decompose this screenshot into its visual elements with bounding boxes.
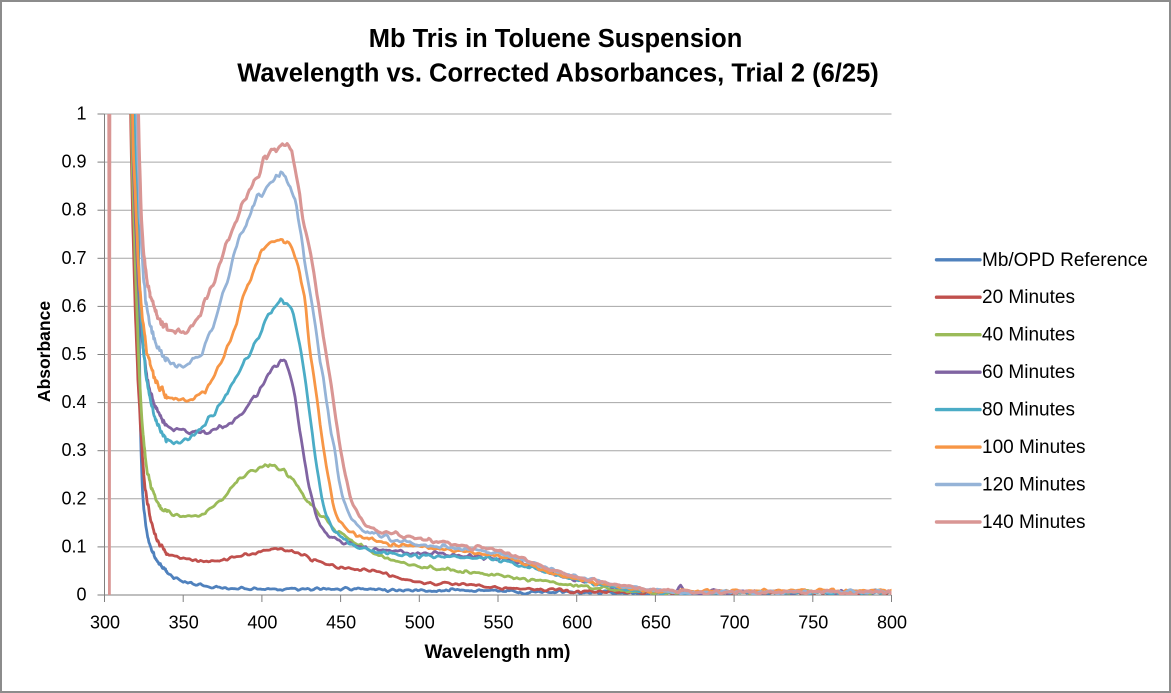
svg-text:Wavelength vs. Corrected Absor: Wavelength vs. Corrected Absorbances, Tr… [237,60,879,88]
svg-text:0.5: 0.5 [61,344,86,364]
svg-text:650: 650 [641,613,671,633]
svg-text:100 Minutes: 100 Minutes [982,437,1086,458]
svg-text:Mb/OPD Reference: Mb/OPD Reference [982,250,1148,271]
svg-text:400: 400 [247,613,277,633]
svg-text:450: 450 [326,613,356,633]
svg-text:140 Minutes: 140 Minutes [982,512,1086,533]
svg-text:20 Minutes: 20 Minutes [982,287,1075,308]
svg-text:60 Minutes: 60 Minutes [982,362,1075,383]
svg-text:0.6: 0.6 [61,296,86,316]
svg-text:0.8: 0.8 [61,200,86,220]
svg-text:Wavelength nm): Wavelength nm) [424,642,570,663]
svg-text:0.2: 0.2 [61,488,86,508]
svg-text:Absorbance: Absorbance [34,301,54,402]
svg-text:Mb Tris in Toluene Suspension: Mb Tris in Toluene Suspension [369,25,743,53]
svg-text:80 Minutes: 80 Minutes [982,400,1075,421]
svg-text:0: 0 [76,585,86,605]
svg-text:300: 300 [90,613,120,633]
svg-text:550: 550 [483,613,513,633]
svg-text:40 Minutes: 40 Minutes [982,325,1075,346]
svg-text:350: 350 [169,613,199,633]
svg-text:0.7: 0.7 [61,248,86,268]
svg-text:0.9: 0.9 [61,152,86,172]
svg-text:500: 500 [405,613,435,633]
svg-text:750: 750 [798,613,828,633]
svg-text:0.3: 0.3 [61,440,86,460]
svg-text:700: 700 [720,613,750,633]
svg-text:120 Minutes: 120 Minutes [982,475,1086,496]
svg-text:0.4: 0.4 [61,392,86,412]
svg-text:1: 1 [76,104,86,124]
svg-text:800: 800 [877,613,907,633]
svg-text:600: 600 [562,613,592,633]
svg-text:0.1: 0.1 [61,536,86,556]
